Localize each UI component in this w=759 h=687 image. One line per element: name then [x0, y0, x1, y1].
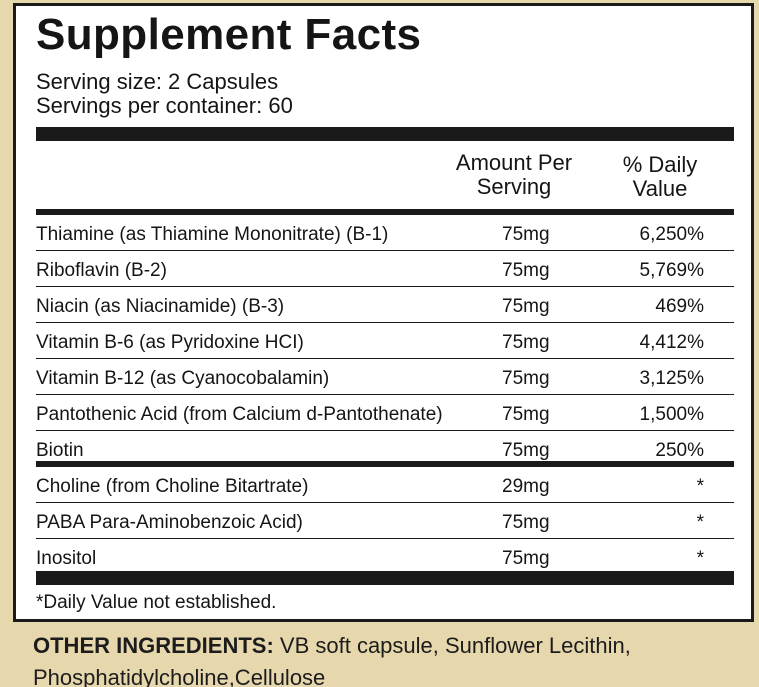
nutrient-daily-value: 250%	[655, 440, 704, 461]
amount-header-line2: Serving	[476, 174, 552, 199]
nutrient-amount: 75mg	[502, 368, 550, 389]
nutrient-name: Vitamin B-12 (as Cyanocobalamin)	[36, 368, 330, 389]
nutrient-name: Biotin	[36, 440, 84, 461]
nutrient-amount: 75mg	[502, 296, 550, 317]
table-row: Pantothenic Acid (from Calcium d-Pantoth…	[36, 395, 734, 431]
servings-per-container: Servings per container: 60	[36, 93, 293, 118]
amount-header-line1: Amount Per	[455, 150, 573, 175]
nutrient-daily-value: 6,250%	[639, 224, 704, 245]
nutrient-name: Niacin (as Niacinamide) (B-3)	[36, 296, 285, 317]
header-divider	[36, 209, 734, 215]
nutrient-amount: 75mg	[502, 332, 550, 353]
nutrient-daily-value: 3,125%	[639, 368, 704, 389]
table-row: Thiamine (as Thiamine Mononitrate) (B-1)…	[36, 215, 734, 251]
daily-value-header: % Daily Value	[609, 153, 711, 201]
nutrient-amount: 75mg	[502, 260, 550, 281]
top-divider	[36, 127, 734, 141]
nutrient-daily-value: 5,769%	[639, 260, 704, 281]
table-row: Inositol 75mg *	[36, 539, 734, 575]
nutrient-daily-value: *	[696, 476, 704, 497]
table-row: Vitamin B-6 (as Pyridoxine HCI) 75mg 4,4…	[36, 323, 734, 359]
nutrient-amount: 75mg	[502, 224, 550, 245]
table-row: Niacin (as Niacinamide) (B-3) 75mg 469%	[36, 287, 734, 323]
nutrient-name: Vitamin B-6 (as Pyridoxine HCI)	[36, 332, 304, 353]
nutrient-amount: 75mg	[502, 548, 550, 569]
nutrient-daily-value: 1,500%	[639, 404, 704, 425]
nutrient-table: Thiamine (as Thiamine Mononitrate) (B-1)…	[36, 215, 734, 575]
daily-header-line2: Value	[632, 176, 688, 201]
footnote: *Daily Value not established.	[36, 592, 277, 613]
nutrient-daily-value: *	[696, 512, 704, 533]
other-ingredients-label: OTHER INGREDIENTS:	[33, 633, 274, 658]
nutrient-amount: 75mg	[502, 512, 550, 533]
nutrient-amount: 75mg	[502, 404, 550, 425]
nutrient-daily-value: *	[696, 548, 704, 569]
nutrient-name: Choline (from Choline Bitartrate)	[36, 476, 309, 497]
nutrient-name: Riboflavin (B-2)	[36, 260, 167, 281]
table-row: Riboflavin (B-2) 75mg 5,769%	[36, 251, 734, 287]
nutrient-amount: 29mg	[502, 476, 550, 497]
nutrient-daily-value: 4,412%	[639, 332, 704, 353]
table-row: PABA Para-Aminobenzoic Acid) 75mg *	[36, 503, 734, 539]
table-row: Choline (from Choline Bitartrate) 29mg *	[36, 467, 734, 503]
amount-per-serving-header: Amount Per Serving	[443, 151, 585, 199]
daily-header-line1: % Daily	[622, 152, 698, 177]
nutrient-name: Pantothenic Acid (from Calcium d-Pantoth…	[36, 404, 443, 425]
serving-size: Serving size: 2 Capsules	[36, 69, 279, 94]
nutrient-daily-value: 469%	[655, 296, 704, 317]
bottom-divider	[36, 571, 734, 585]
page-title: Supplement Facts	[36, 10, 422, 59]
nutrient-name: Inositol	[36, 548, 97, 569]
table-row: Biotin 75mg 250%	[36, 431, 734, 467]
table-row: Vitamin B-12 (as Cyanocobalamin) 75mg 3,…	[36, 359, 734, 395]
nutrient-name: PABA Para-Aminobenzoic Acid)	[36, 512, 303, 533]
nutrient-amount: 75mg	[502, 440, 550, 461]
other-ingredients: OTHER INGREDIENTS: VB soft capsule, Sunf…	[33, 630, 743, 687]
other-ingredients-text: VB soft capsule, Sunflower Lecithin, Pho…	[33, 633, 631, 687]
supplement-facts-panel: Supplement Facts Serving size: 2 Capsule…	[13, 3, 754, 622]
nutrient-name: Thiamine (as Thiamine Mononitrate) (B-1)	[36, 224, 389, 245]
